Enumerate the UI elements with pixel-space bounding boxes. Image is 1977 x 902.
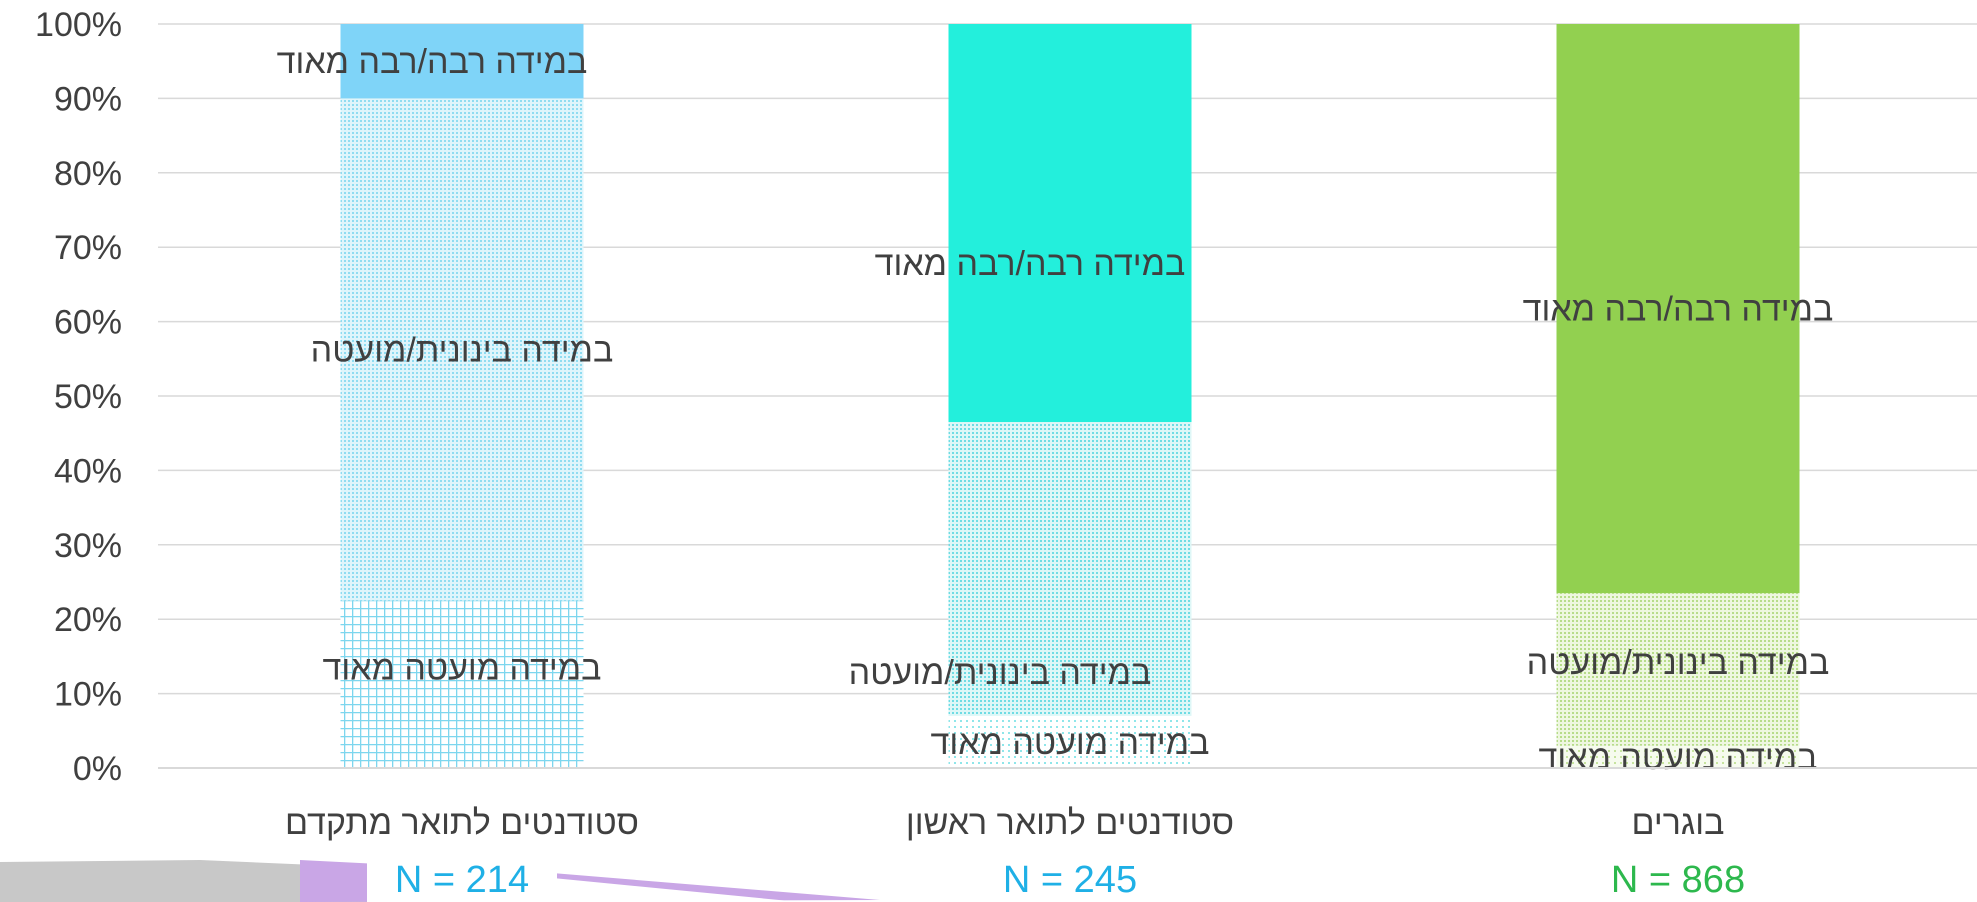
- x-tick-label: סטודנטים לתואר ראשון: [906, 804, 1234, 842]
- segment-label: במידה מועטה מאוד: [323, 650, 602, 688]
- y-tick-label: 40%: [54, 452, 122, 490]
- sample-size-label: N = 214: [395, 859, 529, 901]
- y-tick-label: 60%: [54, 304, 122, 342]
- sample-size-background: [975, 854, 1165, 902]
- sample-size-background: [1583, 854, 1773, 902]
- segment-label: במידה בינונית/מועטה: [311, 332, 614, 370]
- sample-size-background: [367, 854, 557, 902]
- bar-segment: [1556, 593, 1800, 746]
- bar-segment: [948, 715, 1192, 768]
- segment-label: במידה רבה/רבה מאוד: [1523, 291, 1834, 329]
- segment-label: במידה בינונית/מועטה: [1527, 644, 1830, 682]
- y-tick-label: 100%: [35, 6, 122, 44]
- x-tick-label: בוגרים: [1632, 804, 1725, 842]
- x-tick-label: סטודנטים לתואר מתקדם: [285, 804, 639, 842]
- segment-label: במידה רבה/רבה מאוד: [875, 245, 1186, 283]
- y-tick-label: 20%: [54, 601, 122, 639]
- bars: [340, 24, 1800, 768]
- segment-label: במידה מועטה מאוד: [931, 724, 1210, 762]
- bar-segment: [948, 422, 1192, 716]
- bar-segment: [340, 98, 584, 601]
- segment-labels: במידה מועטה מאוד במידה בינונית/מועטה במידה…: [277, 43, 1834, 777]
- bar-segment: [340, 600, 584, 768]
- y-tick-label: 0%: [73, 750, 122, 788]
- bar-segment: [1556, 745, 1800, 768]
- bar-segment: [1556, 24, 1800, 594]
- y-tick-label: 50%: [54, 378, 122, 416]
- bar-segment: [340, 24, 584, 99]
- sample-size-label: N = 245: [1003, 859, 1137, 901]
- y-tick-label: 80%: [54, 155, 122, 193]
- y-tick-label: 10%: [54, 676, 122, 714]
- segment-label: במידה מועטה מאוד: [1539, 739, 1818, 777]
- segment-label: במידה בינונית/מועטה: [849, 654, 1152, 692]
- y-tick-label: 30%: [54, 527, 122, 565]
- y-tick-label: 90%: [54, 80, 122, 118]
- segment-label: במידה רבה/רבה מאוד: [277, 43, 588, 81]
- bar-segment: [948, 24, 1192, 423]
- sample-size-label: N = 868: [1611, 859, 1745, 901]
- y-axis: 0% 10% 20% 30% 40% 50% 60% 70% 80% 90% 100%: [35, 6, 122, 788]
- x-axis: סטודנטים לתואר מתקדם N = 214 סטודנטים לתוא…: [158, 767, 1977, 902]
- y-tick-label: 70%: [54, 229, 122, 267]
